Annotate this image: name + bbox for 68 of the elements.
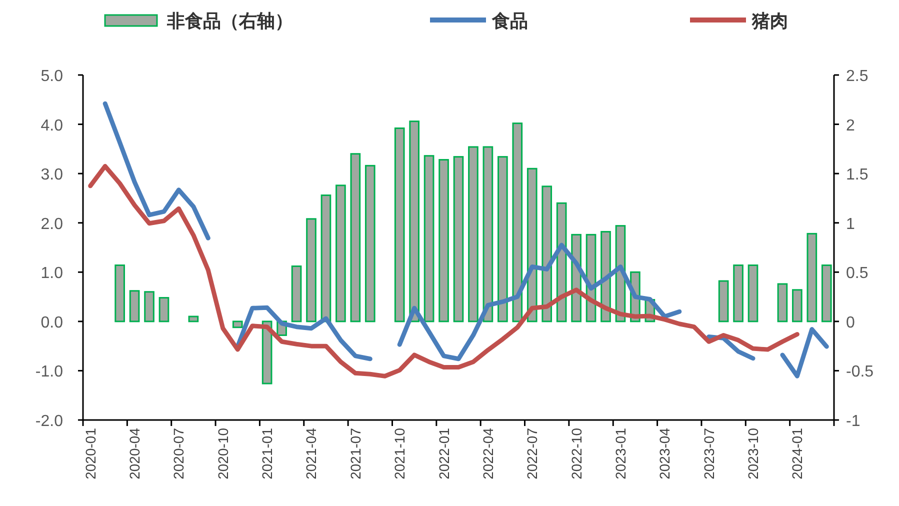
x-tick-label: 2024-01 — [789, 428, 806, 480]
x-tick-label: 2023-10 — [745, 428, 762, 480]
bar — [232, 320, 243, 328]
bar — [438, 159, 449, 322]
bar — [542, 186, 552, 322]
x-tick-label: 2023-04 — [656, 428, 673, 480]
bar — [320, 194, 332, 322]
y-tick-label: 1.0 — [40, 265, 64, 282]
y-tick-label: -1.0 — [35, 364, 64, 381]
bar — [777, 283, 788, 322]
x-tick-label: 2020-01 — [82, 428, 98, 480]
bar — [512, 122, 523, 322]
bar — [806, 232, 818, 322]
bar — [350, 153, 361, 322]
bar — [409, 120, 420, 322]
x-tick-label: 2023-01 — [612, 428, 628, 480]
bar — [526, 168, 538, 322]
bar — [468, 146, 478, 322]
bar — [188, 316, 199, 322]
bar — [482, 146, 494, 322]
bar — [364, 164, 376, 322]
y2-tick-label: -0.5 — [846, 364, 874, 381]
bar — [114, 264, 125, 322]
x-tick-label: 2021-04 — [303, 428, 320, 480]
y2-tick-label: 0.5 — [846, 265, 868, 282]
y-tick-label: 0.0 — [40, 314, 64, 332]
y-tick-label: -2.0 — [35, 413, 64, 430]
bar — [733, 264, 744, 322]
bar — [306, 218, 316, 322]
bar — [748, 264, 758, 322]
bar — [291, 265, 302, 322]
x-tick-label: 2022-04 — [480, 428, 496, 480]
bar — [129, 290, 140, 322]
bar — [262, 320, 272, 384]
y-tick-label: 2.0 — [40, 216, 64, 233]
y2-tick-label: 0 — [846, 314, 855, 332]
bar — [158, 297, 170, 322]
x-tick-label: 2023-07 — [700, 428, 717, 480]
y-tick-label: 5.0 — [40, 68, 64, 85]
x-tick-label: 2020-10 — [214, 428, 231, 480]
y2-tick-label: 2 — [846, 117, 855, 134]
y2-tick-label: 1.5 — [846, 166, 868, 184]
bar — [718, 280, 729, 322]
x-tick-label: 2020-04 — [126, 428, 143, 480]
bar — [144, 291, 154, 322]
x-tick-label: 2022-07 — [524, 428, 540, 480]
bar — [336, 184, 346, 322]
bar — [394, 127, 405, 322]
x-tick-label: 2022-10 — [568, 428, 584, 480]
y2-tick-label: 1 — [846, 216, 855, 233]
y-tick-label: 3.0 — [40, 166, 64, 184]
bar — [424, 155, 434, 322]
bar — [498, 156, 508, 322]
legend-label: 食品 — [491, 11, 528, 31]
bar — [453, 156, 464, 322]
x-tick-label: 2022-01 — [436, 428, 452, 480]
y2-tick-label: -1 — [846, 413, 860, 430]
legend-label: 猪肉 — [751, 11, 788, 31]
x-tick-label: 2021-01 — [259, 428, 276, 480]
y-tick-label: 4.0 — [40, 117, 64, 134]
bar — [792, 289, 802, 322]
legend-label: 非食品（右轴） — [166, 11, 293, 31]
line-series — [88, 164, 800, 378]
x-tick-label: 2020-07 — [170, 428, 187, 480]
bar — [821, 264, 832, 322]
x-tick-label: 2021-10 — [392, 428, 408, 480]
x-tick-label: 2021-07 — [347, 428, 364, 480]
y2-tick-label: 2.5 — [846, 68, 868, 85]
